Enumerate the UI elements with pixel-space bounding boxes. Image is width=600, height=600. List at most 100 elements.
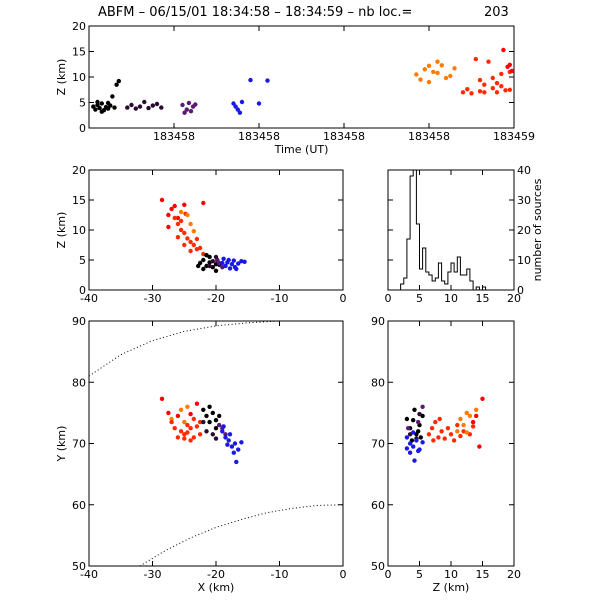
data-point: [191, 435, 196, 440]
data-point: [169, 419, 174, 425]
data-point: [235, 107, 240, 112]
y-tick-label: 20: [517, 224, 531, 237]
range-ring: [88, 320, 280, 377]
data-point: [414, 72, 419, 77]
data-point: [191, 229, 196, 234]
data-point: [231, 450, 236, 455]
data-point: [194, 424, 200, 429]
data-point: [142, 99, 147, 105]
data-point: [188, 221, 193, 227]
data-point: [204, 253, 209, 258]
data-point: [452, 66, 457, 71]
x-z-panel: -40 -30 -20 -10 0 0 5 10 15 20 Z (km): [55, 164, 347, 305]
y-axis-label: Z (km): [55, 59, 68, 96]
data-points: [159, 396, 244, 465]
data-point: [213, 418, 219, 423]
data-point: [422, 67, 427, 72]
x-tick-label: 0: [385, 568, 392, 581]
figure-title: ABFM – 06/15/01 18:34:58 – 18:34:59 – nb…: [98, 5, 412, 20]
data-point: [507, 62, 512, 67]
data-point: [210, 410, 215, 416]
data-point: [159, 396, 165, 401]
data-point: [458, 433, 463, 439]
data-point: [182, 110, 187, 115]
data-point: [178, 209, 184, 215]
x-tick-label: 183458: [238, 130, 280, 143]
data-point: [95, 99, 100, 105]
x-tick-label: 15: [476, 292, 490, 305]
x-tick-label: 183459: [493, 130, 535, 143]
data-point: [414, 438, 419, 443]
x-tick-label: 0: [340, 292, 347, 305]
data-point: [125, 105, 130, 110]
data-point: [490, 75, 495, 81]
y-tick-label: 70: [72, 438, 86, 451]
y-tick-label: 10: [72, 71, 86, 84]
data-point: [242, 259, 247, 264]
data-point: [188, 239, 193, 245]
y-tick-label: 0: [517, 284, 524, 297]
data-point: [172, 215, 177, 221]
x-y-panel: -40 -30 -20 -10 0 50 60 70 80 90 X (km) Y (km): [55, 315, 347, 594]
data-points: [91, 47, 515, 115]
data-point: [154, 101, 160, 107]
data-point: [480, 396, 485, 401]
data-point: [215, 258, 220, 263]
data-point: [166, 212, 171, 218]
data-point: [467, 413, 473, 419]
data-point: [213, 268, 219, 273]
data-point: [178, 429, 184, 434]
data-point: [97, 105, 102, 111]
data-point: [185, 430, 190, 435]
data-point: [169, 416, 174, 422]
data-point: [417, 411, 422, 417]
data-point: [196, 263, 201, 269]
data-point: [494, 90, 500, 95]
data-point: [490, 86, 495, 91]
data-point: [159, 197, 165, 203]
data-point: [188, 426, 193, 431]
data-point: [416, 419, 421, 425]
data-point: [172, 426, 177, 431]
data-point: [448, 432, 454, 437]
data-point: [182, 230, 187, 236]
y-tick-label: 80: [72, 376, 86, 389]
data-point: [188, 248, 193, 254]
data-point: [236, 261, 241, 266]
data-point: [412, 458, 417, 463]
data-point: [229, 444, 235, 449]
data-point: [114, 82, 119, 87]
x-tick-label: -10: [271, 568, 289, 581]
data-point: [184, 107, 189, 112]
data-point: [204, 429, 209, 434]
data-point: [213, 436, 219, 441]
data-point: [188, 411, 193, 417]
data-point: [420, 440, 425, 445]
x-tick-label: -30: [144, 568, 162, 581]
y-tick-label: 20: [72, 20, 86, 33]
data-point: [175, 435, 181, 440]
y-tick-label: 70: [371, 438, 385, 451]
figure-title-count: 203: [484, 5, 509, 20]
data-point: [474, 413, 479, 419]
data-point: [188, 109, 194, 114]
y-axis-label: number of sources: [531, 178, 544, 281]
data-point: [411, 444, 416, 449]
data-point: [231, 101, 236, 106]
data-point: [237, 110, 243, 115]
data-point: [194, 236, 200, 242]
data-point: [223, 432, 228, 437]
data-point: [180, 102, 185, 108]
data-point: [439, 429, 444, 434]
data-point: [204, 413, 209, 419]
data-point: [234, 266, 239, 272]
data-point: [223, 435, 228, 440]
data-point: [217, 422, 222, 428]
data-point: [407, 450, 413, 455]
data-point: [129, 102, 134, 108]
data-point: [178, 218, 184, 224]
data-point: [116, 78, 122, 84]
data-point: [210, 432, 215, 437]
x-tick-label: 183458: [323, 130, 365, 143]
y-tick-label: 10: [72, 224, 86, 237]
